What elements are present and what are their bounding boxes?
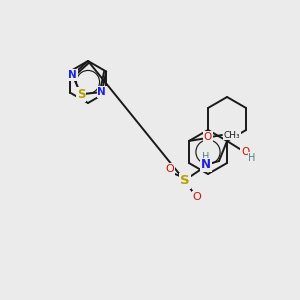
Text: S: S bbox=[180, 175, 190, 188]
Text: H: H bbox=[248, 153, 256, 163]
Text: N: N bbox=[98, 87, 106, 97]
Text: N: N bbox=[68, 70, 77, 80]
Text: S: S bbox=[77, 88, 85, 101]
Text: O: O bbox=[193, 192, 201, 202]
Text: H: H bbox=[202, 152, 210, 162]
Text: O: O bbox=[166, 164, 174, 174]
Text: O: O bbox=[241, 147, 249, 157]
Text: O: O bbox=[204, 132, 212, 142]
Text: CH₃: CH₃ bbox=[224, 130, 241, 140]
Text: N: N bbox=[201, 158, 211, 172]
